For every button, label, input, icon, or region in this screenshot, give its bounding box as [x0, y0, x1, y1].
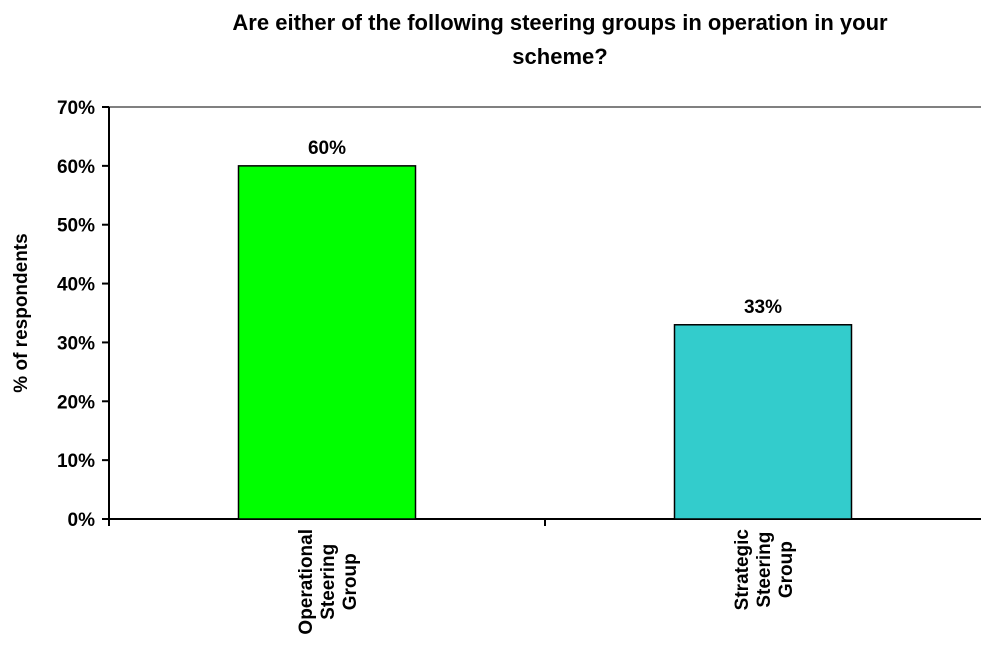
- bar: [237, 165, 417, 520]
- x-tick-label-line: Group: [340, 553, 361, 610]
- y-tick-label: 0%: [68, 510, 96, 531]
- x-tick-label-line: Group: [776, 541, 797, 598]
- y-tick-label: 50%: [57, 216, 95, 237]
- data-label: 33%: [744, 297, 782, 318]
- x-tick-label-line: Operational: [296, 529, 317, 635]
- data-label: 60%: [308, 138, 346, 159]
- y-tick-label: 60%: [57, 157, 95, 178]
- y-tick-label: 10%: [57, 451, 95, 472]
- bars: [237, 165, 853, 520]
- y-tick-label: 40%: [57, 275, 95, 296]
- y-axis-title: % of respondents: [11, 233, 32, 392]
- y-tick-label: 30%: [57, 333, 95, 354]
- x-tick-label-line: Steering: [754, 532, 775, 608]
- x-tick-label-line: Steering: [318, 544, 339, 620]
- axes: 0% 10% 20% 30% 40% 50% 60% 70% % of respondents: [11, 98, 981, 531]
- x-tick-label-line: Strategic: [732, 529, 753, 611]
- x-tick-label: Strategic Steering Group: [732, 529, 797, 611]
- chart-title: Are either of the following steering gro…: [232, 10, 888, 69]
- y-tick-label: 20%: [57, 392, 95, 413]
- bar: [673, 324, 853, 520]
- x-tick-label: Operational Steering Group: [296, 529, 361, 635]
- y-tick-label: 70%: [57, 98, 95, 119]
